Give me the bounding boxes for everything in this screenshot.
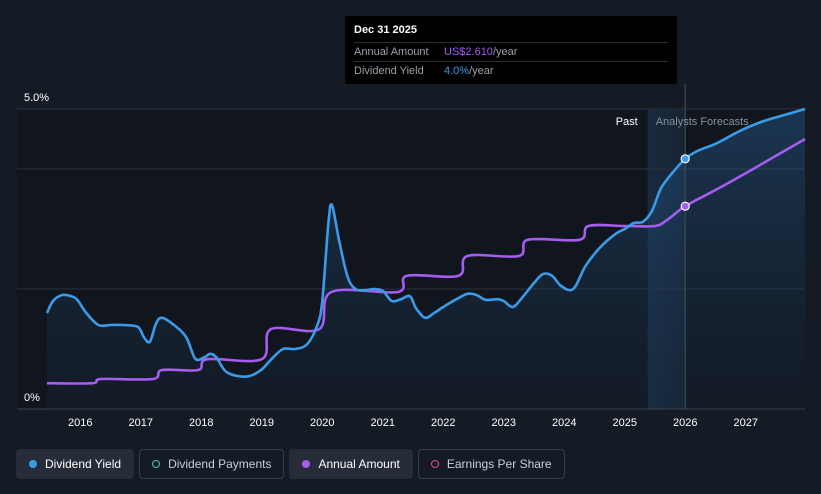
x-tick-label: 2016 (68, 417, 92, 429)
x-axis-ticks: 2016 2017 2018 2019 2020 2021 2022 2023 2024 2025… (68, 417, 758, 429)
x-tick-label: 2026 (673, 417, 697, 429)
x-tick-label: 2027 (733, 417, 757, 429)
past-region-label: Past (616, 116, 638, 128)
tooltip: Dec 31 2025 Annual Amount US$2.610/year … (345, 16, 677, 84)
y-tick-label: 5.0% (24, 92, 49, 104)
tooltip-amount-label: Annual Amount (354, 46, 429, 58)
tooltip-yield-label: Dividend Yield (354, 65, 424, 77)
dividend-yield-area (47, 109, 805, 409)
tooltip-amount-row: Annual Amount US$2.610/year (354, 42, 668, 58)
annual-amount-marker (680, 201, 690, 211)
legend-label: Annual Amount (318, 457, 400, 471)
dividend-yield-marker (680, 154, 690, 164)
tooltip-date: Dec 31 2025 (354, 24, 417, 36)
tooltip-amount-unit: /year (492, 46, 518, 58)
legend-label: Earnings Per Share (446, 457, 552, 471)
legend-label: Dividend Yield (45, 457, 122, 471)
dividend-yield-line[interactable] (45, 107, 806, 379)
forecast-region-label: Analysts Forecasts (656, 116, 749, 128)
legend-ring-icon (152, 460, 161, 468)
x-tick-label: 2025 (612, 417, 636, 429)
x-tick-label: 2017 (129, 417, 153, 429)
x-tick-label: 2018 (189, 417, 213, 429)
x-tick-label: 2022 (431, 417, 455, 429)
legend-dot-icon (29, 460, 37, 468)
annual-amount-line[interactable] (46, 137, 806, 385)
x-tick-label: 2020 (310, 417, 334, 429)
y-axis-ticks: 5.0% 0% (24, 92, 49, 404)
legend-dividend-yield[interactable]: Dividend Yield (16, 449, 135, 479)
legend-dot-icon (302, 460, 311, 468)
tooltip-yield-row: Dividend Yield 4.0%/year (354, 61, 668, 77)
tooltip-yield-value: 4.0% (444, 65, 470, 77)
tooltip-yield-unit: /year (469, 65, 494, 77)
legend-label: Dividend Payments (168, 457, 272, 471)
legend: Dividend Yield Dividend Payments Annual … (16, 449, 565, 481)
tooltip-amount-value: US$2.610 (444, 46, 493, 58)
y-tick-label: 0% (24, 392, 40, 404)
legend-earnings-per-share[interactable]: Earnings Per Share (417, 449, 565, 479)
legend-ring-icon (430, 460, 439, 468)
x-tick-label: 2021 (371, 417, 395, 429)
x-tick-label: 2024 (552, 417, 576, 429)
legend-dividend-payments[interactable]: Dividend Payments (139, 449, 285, 479)
legend-annual-amount[interactable]: Annual Amount (289, 449, 413, 479)
x-tick-label: 2023 (491, 417, 515, 429)
x-tick-label: 2019 (250, 417, 274, 429)
